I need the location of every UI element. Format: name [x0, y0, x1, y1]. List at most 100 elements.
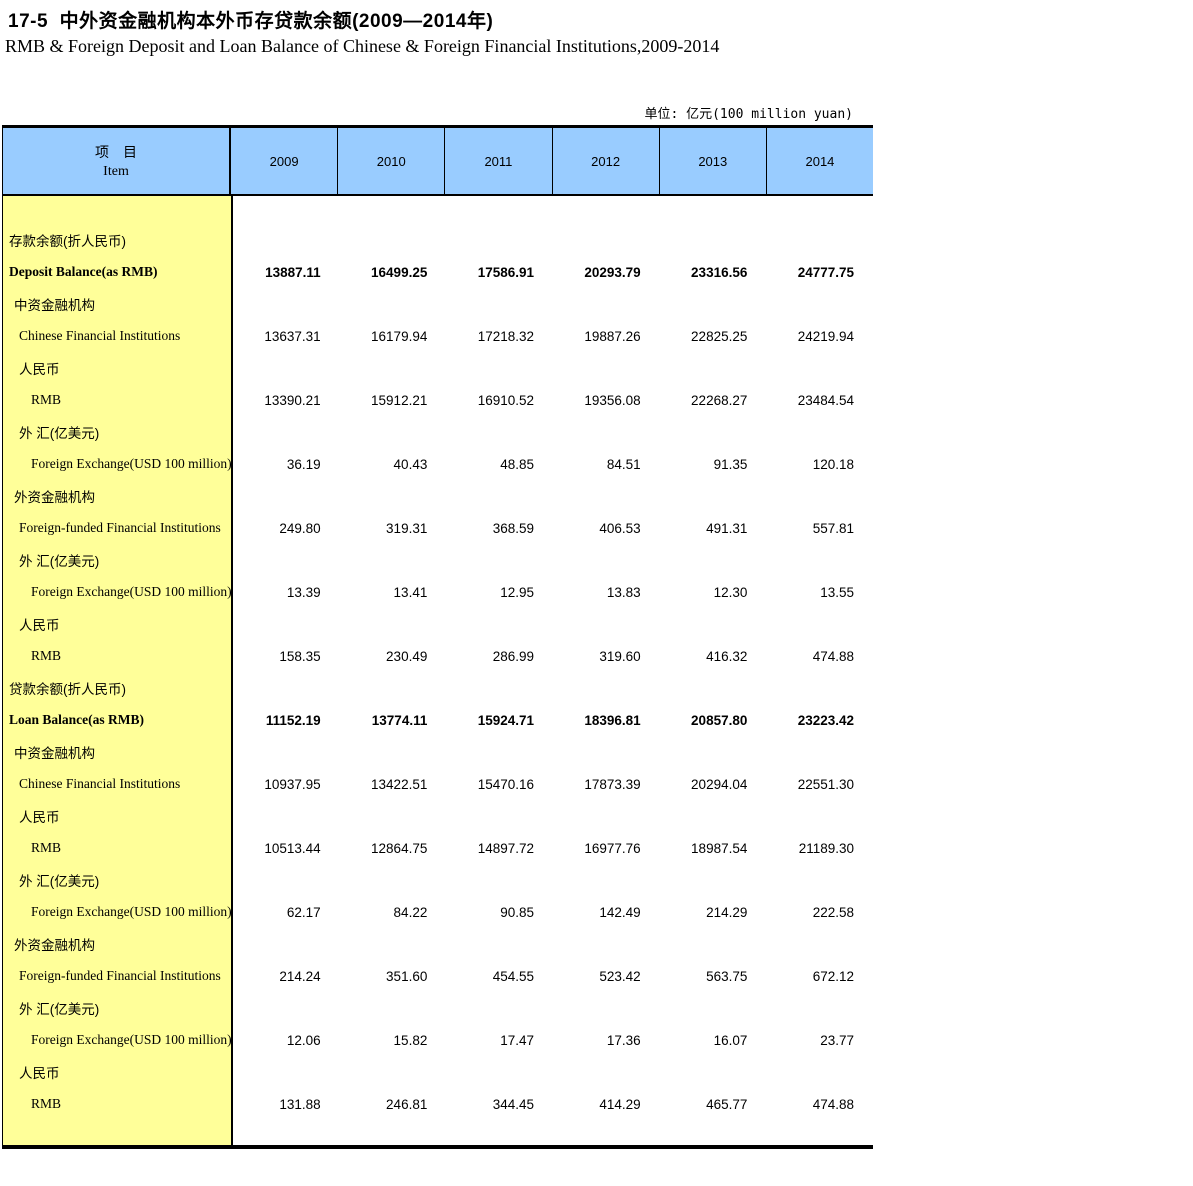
row-label: 外资金融机构 — [14, 938, 95, 953]
cell-value: 19356.08 — [584, 392, 641, 408]
cell-value: 368.59 — [492, 520, 535, 536]
table-row: Foreign-funded Financial Institutions 249… — [3, 512, 873, 544]
cell-value: 15924.71 — [477, 712, 535, 728]
cell-value: 14897.72 — [477, 840, 535, 856]
cell-value: 17586.91 — [477, 264, 535, 280]
cell-value: 17.36 — [606, 1032, 641, 1048]
cell-value: 13.83 — [606, 584, 641, 600]
table-row: Chinese Financial Institutions 10937.95 13… — [3, 768, 873, 800]
table-rows: 存款余额(折人民币) Deposit Balance(as RMB) 13887.1… — [3, 196, 873, 1145]
cell-value: 406.53 — [599, 520, 641, 536]
table-row: Foreign-funded Financial Institutions 214… — [3, 960, 873, 992]
row-label: RMB — [31, 1096, 62, 1111]
cell-value: 12.06 — [286, 1032, 321, 1048]
cell-value: 22551.30 — [797, 776, 855, 792]
cell-value: 84.51 — [606, 456, 641, 472]
cell-value: 18987.54 — [691, 840, 748, 856]
cell-value: 11152.19 — [265, 712, 321, 728]
row-label: Chinese Financial Institutions — [19, 328, 181, 343]
cell-value: 23223.42 — [797, 712, 855, 728]
cell-value: 16977.76 — [584, 840, 641, 856]
cell-value: 23484.54 — [797, 392, 855, 408]
cell-value: 465.77 — [706, 1096, 748, 1112]
cell-value: 90.85 — [500, 904, 535, 920]
table-row: 外 汇(亿美元) — [3, 544, 873, 576]
cell-value: 131.88 — [279, 1096, 321, 1112]
cell-value: 16.07 — [713, 1032, 748, 1048]
cell-value: 12.30 — [713, 584, 748, 600]
cell-value: 491.31 — [706, 520, 748, 536]
table-row: Deposit Balance(as RMB) 13887.11 16499.25 1… — [3, 256, 873, 288]
table-row: 外资金融机构 — [3, 480, 873, 512]
year-column-header-2010: 2010 — [337, 128, 444, 194]
row-label: Foreign Exchange(USD 100 million) — [31, 904, 232, 919]
cell-value: 416.32 — [706, 648, 748, 664]
row-label: Foreign Exchange(USD 100 million) — [31, 456, 232, 471]
page-title: 17-5 中外资金融机构本外币存贷款余额(2009—2014年) — [8, 11, 494, 32]
cell-value: 249.80 — [279, 520, 321, 536]
cell-value: 13.41 — [393, 584, 428, 600]
row-label: RMB — [31, 648, 62, 663]
data-table: 项 目 Item 2009 2010 2011 2012 2013 2014 存… — [2, 125, 873, 1149]
year-column-header-2014: 2014 — [765, 128, 873, 194]
table-row: 中资金融机构 — [3, 288, 873, 320]
table-row: 外资金融机构 — [3, 928, 873, 960]
table-row: 贷款余额(折人民币) — [3, 672, 873, 704]
row-label: 中资金融机构 — [14, 298, 95, 313]
cell-value: 246.81 — [386, 1096, 428, 1112]
cell-value: 13.39 — [286, 584, 321, 600]
page-subtitle: RMB & Foreign Deposit and Loan Balance o… — [5, 36, 720, 56]
cell-value: 474.88 — [812, 648, 855, 664]
table-row: RMB 158.35 230.49 286.99 319.60 416.32 474.88 — [3, 640, 873, 672]
year-column-header-2012: 2012 — [551, 128, 659, 194]
cell-value: 351.60 — [386, 968, 428, 984]
cell-value: 19887.26 — [584, 328, 641, 344]
cell-value: 16499.25 — [371, 264, 428, 280]
cell-value: 16910.52 — [477, 392, 535, 408]
table-row: Foreign Exchange(USD 100 million) 36.19 40… — [3, 448, 873, 480]
cell-value: 10513.44 — [264, 840, 321, 856]
cell-value: 214.24 — [279, 968, 321, 984]
cell-value: 13887.11 — [265, 264, 321, 280]
table-header-row: 项 目 Item 2009 2010 2011 2012 2013 2014 — [3, 128, 873, 196]
cell-value: 13774.11 — [371, 712, 428, 728]
cell-value: 414.29 — [599, 1096, 641, 1112]
table-row: 人民币 — [3, 800, 873, 832]
table-row: RMB 13390.21 15912.21 16910.52 19356.08 22268… — [3, 384, 873, 416]
row-label: 外资金融机构 — [14, 490, 95, 505]
row-label: Foreign-funded Financial Institutions — [19, 520, 221, 535]
table-row: RMB 131.88 246.81 344.45 414.29 465.77 474.88 — [3, 1088, 873, 1120]
row-label: 存款余额(折人民币) — [9, 234, 126, 249]
cell-value: 523.42 — [599, 968, 641, 984]
table-row: RMB 10513.44 12864.75 14897.72 16977.76 18987… — [3, 832, 873, 864]
cell-value: 16179.94 — [371, 328, 428, 344]
cell-value: 563.75 — [706, 968, 748, 984]
cell-value: 84.22 — [393, 904, 428, 920]
table-row: 人民币 — [3, 1056, 873, 1088]
row-label: RMB — [31, 392, 62, 407]
cell-value: 13637.31 — [264, 328, 321, 344]
cell-value: 40.43 — [393, 456, 428, 472]
cell-value: 21189.30 — [798, 840, 855, 856]
cell-value: 22825.25 — [691, 328, 748, 344]
cell-value: 15.82 — [393, 1032, 428, 1048]
cell-value: 23316.56 — [691, 264, 748, 280]
table-row: Foreign Exchange(USD 100 million) 12.06 15… — [3, 1024, 873, 1056]
cell-value: 24777.75 — [797, 264, 855, 280]
cell-value: 91.35 — [713, 456, 748, 472]
item-header-cn: 项 目 — [95, 144, 137, 160]
cell-value: 24219.94 — [797, 328, 855, 344]
cell-value: 20294.04 — [691, 776, 748, 792]
cell-value: 230.49 — [386, 648, 428, 664]
row-label: Foreign Exchange(USD 100 million) — [31, 584, 232, 599]
row-label: 贷款余额(折人民币) — [9, 682, 126, 697]
row-label: 人民币 — [19, 810, 60, 825]
cell-value: 454.55 — [492, 968, 535, 984]
cell-value: 142.49 — [599, 904, 641, 920]
cell-value: 17218.32 — [477, 328, 535, 344]
row-label: 外 汇(亿美元) — [19, 874, 100, 889]
table-row: 人民币 — [3, 608, 873, 640]
cell-value: 22268.27 — [691, 392, 748, 408]
cell-value: 20293.79 — [584, 264, 641, 280]
cell-value: 15470.16 — [477, 776, 535, 792]
